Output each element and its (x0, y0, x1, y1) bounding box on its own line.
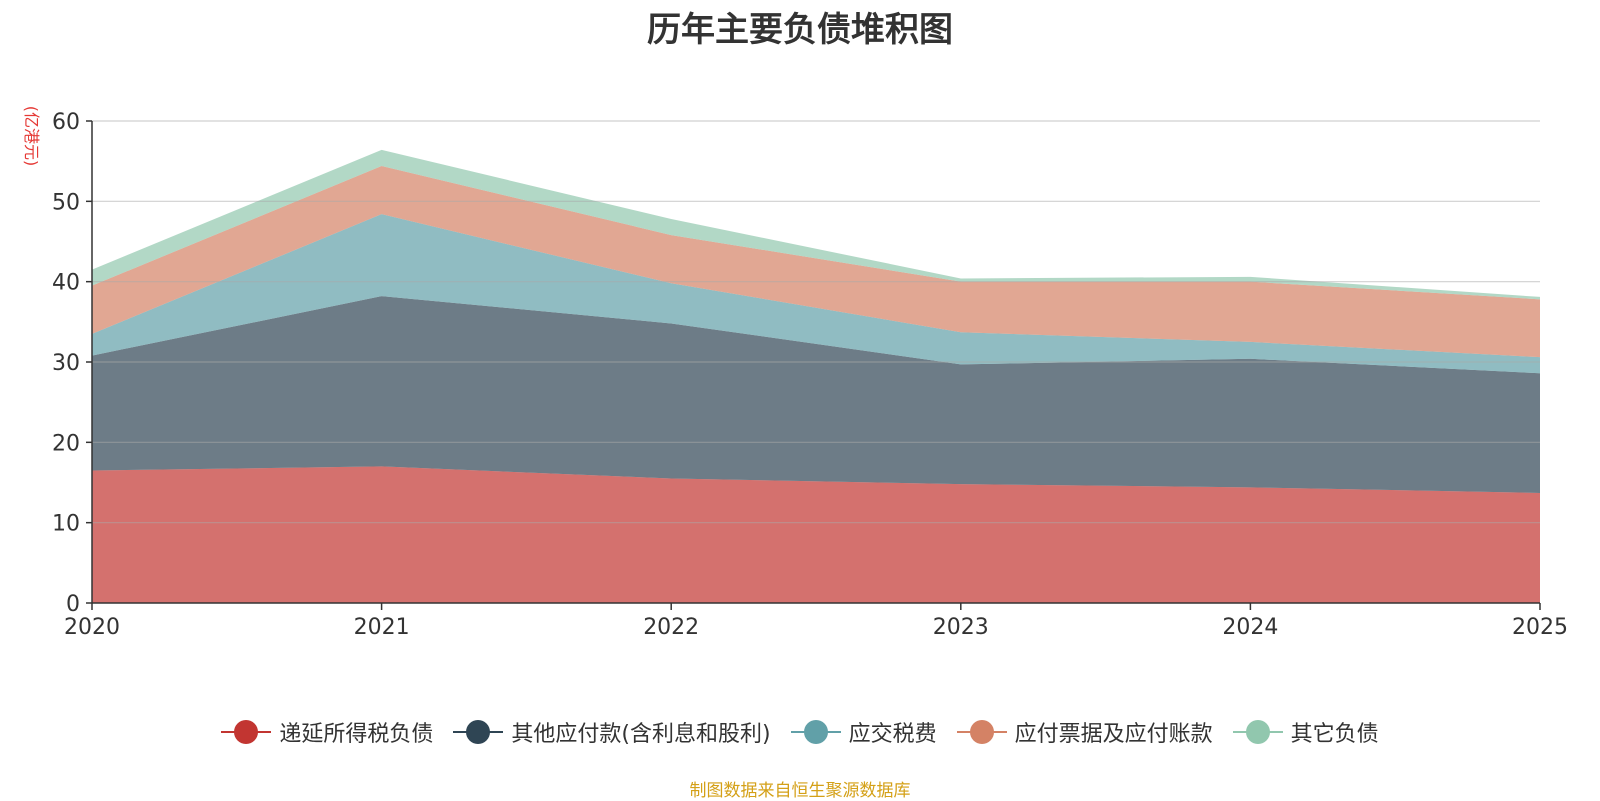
x-tick-label-2022: 2022 (643, 615, 699, 640)
legend-item-3[interactable]: 应交税费 (790, 716, 937, 748)
area-series-4 (92, 165, 1540, 358)
legend-marker-icon (956, 719, 1007, 745)
legend-marker-icon (453, 719, 504, 745)
y-tick-label-20: 20 (52, 431, 80, 456)
legend-label: 应付票据及应付账款 (1014, 722, 1213, 747)
legend: 递延所得税负债 其他应付款(含利息和股利) 应交税费 应付票据及应付账款 其它负债 (0, 716, 1600, 748)
y-tick-label-60: 60 (52, 110, 80, 135)
y-tick-label-50: 50 (52, 190, 80, 215)
area-series-2 (92, 296, 1540, 493)
area-series-3 (92, 214, 1540, 374)
area-chart: 0 10 20 30 40 50 60 2020 2021 2022 2023 2024 2025 (亿… (22, 106, 1568, 640)
chart-title: 历年主要负债堆积图 (647, 10, 953, 50)
legend-label: 递延所得税负债 (279, 722, 434, 747)
x-tick-label-2025: 2025 (1512, 615, 1568, 640)
x-tick-label-2024: 2024 (1222, 615, 1278, 640)
area-series-1 (92, 466, 1540, 603)
legend-marker-icon (1232, 719, 1283, 745)
legend-marker-icon (221, 719, 272, 745)
legend-label: 其他应付款(含利息和股利) (511, 722, 771, 747)
x-tick-label-2020: 2020 (64, 615, 120, 640)
x-tick-label-2023: 2023 (933, 615, 989, 640)
y-axis-label: (亿港元) (22, 106, 41, 167)
legend-item-4[interactable]: 应付票据及应付账款 (956, 716, 1213, 748)
legend-label: 其它负债 (1290, 722, 1379, 747)
legend-item-1[interactable]: 递延所得税负债 (221, 716, 433, 748)
legend-item-2[interactable]: 其他应付款(含利息和股利) (453, 716, 771, 748)
y-tick-label-10: 10 (52, 512, 80, 537)
y-tick-label-0: 0 (66, 592, 80, 617)
legend-label: 应交税费 (848, 722, 937, 747)
x-tick-label-2021: 2021 (354, 615, 410, 640)
y-tick-label-40: 40 (52, 271, 80, 296)
legend-marker-icon (790, 719, 841, 745)
y-tick-label-30: 30 (52, 351, 80, 376)
source-note: 制图数据来自恒生聚源数据库 (689, 781, 911, 801)
legend-item-5[interactable]: 其它负债 (1232, 716, 1379, 748)
